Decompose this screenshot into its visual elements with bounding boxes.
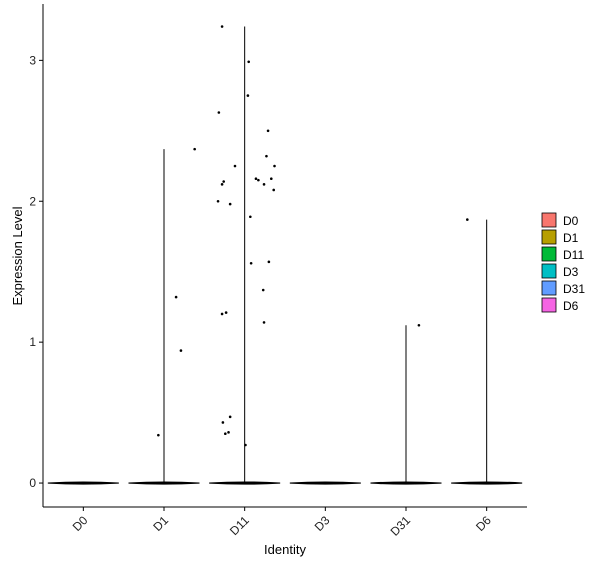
y-tick-label: 0 — [29, 476, 36, 490]
data-point — [249, 215, 252, 219]
legend-label-d1: D1 — [563, 231, 579, 245]
data-point — [193, 147, 196, 151]
x-axis: D0 D1 D11 D3 D31 D6 — [70, 507, 494, 539]
data-point — [179, 349, 183, 352]
data-point — [220, 183, 224, 186]
data-point — [157, 433, 160, 437]
data-point — [417, 323, 421, 327]
x-tick-label-d0: D0 — [70, 513, 91, 534]
data-point — [466, 218, 469, 221]
legend-label-d0: D0 — [563, 214, 579, 228]
data-point — [249, 261, 253, 265]
violin-d11 — [209, 481, 281, 485]
legend-swatch-d3 — [541, 263, 557, 279]
data-point — [262, 321, 266, 324]
data-point — [224, 311, 228, 314]
data-point — [269, 177, 273, 181]
legend-label-d6: D6 — [563, 299, 579, 313]
data-point — [261, 288, 265, 292]
y-tick-label: 3 — [29, 53, 36, 67]
data-point — [257, 178, 260, 182]
data-point — [254, 177, 258, 181]
data-point — [265, 154, 268, 158]
data-point — [233, 164, 237, 168]
y-axis: 0 1 2 3 — [29, 53, 43, 490]
violin-d6 — [451, 481, 523, 485]
data-point — [227, 431, 230, 434]
data-point — [273, 164, 276, 168]
x-axis-title: Identity — [264, 542, 306, 557]
data-point — [220, 312, 224, 316]
data-point — [220, 25, 224, 28]
y-axis-title: Expression Level — [10, 206, 25, 305]
x-tick-label-d6: D6 — [473, 513, 494, 534]
data-point — [174, 295, 178, 299]
legend-swatch-d0 — [541, 212, 557, 228]
x-tick-label-d1: D1 — [150, 513, 171, 534]
violin-d0 — [47, 481, 119, 485]
legend-swatch-d31 — [541, 280, 557, 296]
legend-label-d3: D3 — [563, 265, 579, 279]
legend-label-d31: D31 — [563, 282, 585, 296]
data-point — [272, 188, 276, 192]
data-point — [246, 94, 250, 97]
legend-swatch-d6 — [541, 297, 557, 313]
data-point — [222, 180, 225, 183]
data-point — [224, 432, 227, 436]
plot-marks — [47, 25, 523, 485]
legend-label-d11: D11 — [563, 248, 584, 262]
x-tick-label-d3: D3 — [312, 513, 333, 534]
data-point — [244, 443, 247, 447]
data-point — [262, 183, 266, 186]
violin-d31 — [370, 481, 442, 485]
x-tick-label-d11: D11 — [227, 513, 252, 538]
data-point — [247, 60, 250, 64]
x-tick-label-d31: D31 — [388, 513, 414, 539]
data-point — [228, 415, 232, 419]
data-point — [221, 421, 225, 424]
legend: D0 D1 D11 D3 D31 D6 — [541, 212, 585, 313]
data-point — [267, 260, 271, 264]
data-point — [216, 199, 220, 203]
data-point — [228, 202, 232, 206]
data-point — [266, 129, 270, 133]
y-tick-label: 1 — [29, 335, 36, 349]
legend-swatch-d11 — [541, 246, 557, 262]
violin-d1 — [128, 481, 200, 485]
y-tick-label: 2 — [29, 194, 36, 208]
violin-d3 — [289, 481, 361, 485]
data-point — [217, 111, 221, 114]
legend-swatch-d1 — [541, 229, 557, 245]
